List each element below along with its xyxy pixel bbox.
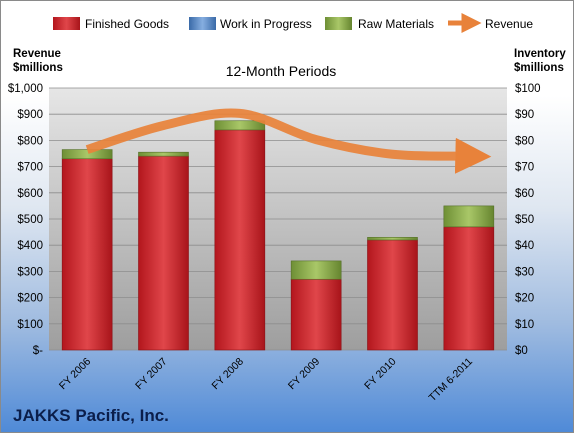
left-axis-ticks: $- $100 $200 $300 $400 $500 $600 $700 $800 $900 $1… xyxy=(8,83,43,357)
bar-finished-goods xyxy=(443,226,495,351)
category-label: TTM 6-2011 xyxy=(427,356,475,404)
legend-item-revenue: Revenue xyxy=(448,13,533,33)
bar-raw-materials xyxy=(61,149,113,160)
bar-finished-goods xyxy=(61,158,113,351)
right-tick-label: $40 xyxy=(515,240,534,252)
left-tick-label: $200 xyxy=(17,293,43,305)
revenue-series-line xyxy=(85,108,492,174)
right-axis-title-line2: $millions xyxy=(514,62,564,74)
right-tick-label: $60 xyxy=(515,188,534,200)
right-tick-label: $20 xyxy=(515,293,534,305)
category-label: FY 2009 xyxy=(286,356,323,393)
category-label: FY 2007 xyxy=(133,356,170,393)
left-tick-label: $300 xyxy=(17,266,43,278)
company-name: JAKKS Pacific, Inc. xyxy=(13,406,169,425)
legend-label-work-in-progress: Work in Progress xyxy=(220,17,312,31)
left-tick-label: $400 xyxy=(17,240,43,252)
left-axis-title-line1: Revenue xyxy=(13,48,61,60)
legend-swatch-raw-materials xyxy=(325,17,352,30)
right-tick-label: $70 xyxy=(515,162,534,174)
bar-raw-materials xyxy=(290,260,342,280)
right-axis-title-line1: Inventory xyxy=(514,48,566,60)
left-tick-label: $1,000 xyxy=(8,83,43,95)
left-tick-label: $700 xyxy=(17,162,43,174)
left-tick-label: $- xyxy=(33,345,43,357)
left-tick-label: $800 xyxy=(17,135,43,147)
bar-raw-materials xyxy=(443,205,495,228)
left-axis-title-line2: $millions xyxy=(13,62,63,74)
bar-finished-goods xyxy=(290,278,342,351)
legend-label-raw-materials: Raw Materials xyxy=(358,17,434,31)
legend-label-revenue: Revenue xyxy=(485,17,533,31)
bar-raw-materials xyxy=(214,120,266,131)
right-tick-label: $80 xyxy=(515,135,534,147)
revenue-line xyxy=(85,108,492,174)
legend-label-finished-goods: Finished Goods xyxy=(85,17,169,31)
legend-item-work-in-progress: Work in Progress xyxy=(189,17,312,31)
bar-raw-materials xyxy=(138,151,189,157)
right-tick-label: $100 xyxy=(515,83,541,95)
left-tick-label: $900 xyxy=(17,109,43,121)
legend-swatch-work-in-progress xyxy=(189,17,216,30)
category-label: FY 2006 xyxy=(57,356,94,393)
bar-raw-materials xyxy=(367,237,418,241)
right-tick-label: $30 xyxy=(515,266,534,278)
right-tick-label: $10 xyxy=(515,319,534,331)
bar-finished-goods xyxy=(367,239,418,351)
right-tick-label: $50 xyxy=(515,214,534,226)
left-tick-label: $600 xyxy=(17,188,43,200)
category-label: FY 2008 xyxy=(210,356,247,393)
bars xyxy=(61,120,495,351)
left-tick-label: $100 xyxy=(17,319,43,331)
legend-swatch-finished-goods xyxy=(53,17,80,30)
legend: Finished Goods Work in Progress Raw Mate… xyxy=(53,13,533,33)
right-axis-ticks: $0 $10 $20 $30 $40 $50 $60 $70 $80 $90 $100 xyxy=(515,83,541,357)
chart-subtitle: 12-Month Periods xyxy=(226,63,337,79)
legend-item-finished-goods: Finished Goods xyxy=(53,17,169,31)
right-tick-label: $0 xyxy=(515,345,528,357)
left-tick-label: $500 xyxy=(17,214,43,226)
bar-finished-goods xyxy=(138,155,189,351)
right-tick-label: $90 xyxy=(515,109,534,121)
category-labels: FY 2006 FY 2007 FY 2008 FY 2009 FY 2010 TTM 6… xyxy=(57,356,475,404)
legend-item-raw-materials: Raw Materials xyxy=(325,17,434,31)
bar-finished-goods xyxy=(214,129,266,351)
category-label: FY 2010 xyxy=(362,356,399,393)
